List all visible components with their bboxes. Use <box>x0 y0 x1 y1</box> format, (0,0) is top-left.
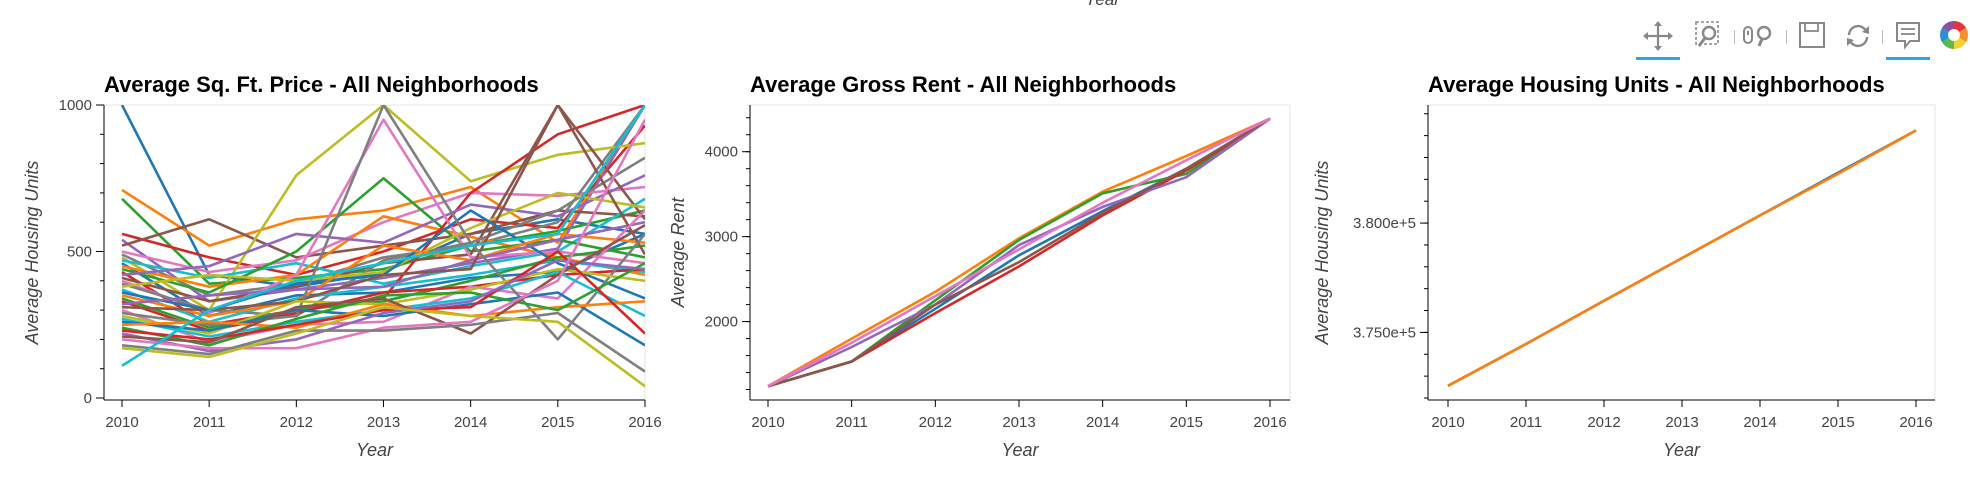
x-tick-label: 2010 <box>105 414 138 431</box>
chart-title: Average Sq. Ft. Price - All Neighborhood… <box>104 72 539 97</box>
y-tick-label: 500 <box>67 244 92 261</box>
series-line <box>121 244 645 330</box>
bokeh-logo-icon <box>1940 21 1968 49</box>
series-line <box>121 191 645 288</box>
series-line <box>767 117 1271 388</box>
y-tick-label: 1000 <box>59 97 92 114</box>
x-tick-label: 2011 <box>193 414 225 431</box>
series-line <box>121 105 645 247</box>
pan-tool-active-indicator <box>1636 57 1680 60</box>
series-line <box>121 258 645 353</box>
x-tick-label: 2011 <box>1510 414 1542 431</box>
series-line <box>121 197 645 286</box>
x-tick-label: 2012 <box>919 414 952 431</box>
x-tick-label: 2013 <box>1665 414 1698 431</box>
y-tick-label: 4000 <box>705 144 738 161</box>
series-line <box>121 311 645 373</box>
save-tool-icon <box>1799 22 1825 48</box>
series-line <box>121 291 645 347</box>
wheel-zoom-tool-icon <box>1743 25 1772 47</box>
x-tick-label: 2014 <box>454 414 487 431</box>
x-tick-label: 2015 <box>1821 414 1854 431</box>
series-line <box>121 119 645 350</box>
series-line <box>121 105 645 367</box>
toolbar-separator <box>1734 30 1735 44</box>
x-tick-label: 2013 <box>1002 414 1035 431</box>
x-tick-label: 2016 <box>1899 414 1932 431</box>
box-zoom-tool-icon <box>1695 21 1719 47</box>
y-axis-label: Average Rent <box>668 197 688 309</box>
x-tick-label: 2013 <box>367 414 400 431</box>
pan-tool-button[interactable] <box>1636 14 1680 60</box>
series-group <box>120 105 645 388</box>
series-line <box>121 262 645 347</box>
y-axis-label: Average Housing Units <box>1312 161 1332 346</box>
x-tick-label: 2010 <box>1431 414 1464 431</box>
chart-title: Average Gross Rent - All Neighborhoods <box>750 72 1176 97</box>
x-tick-label: 2015 <box>1170 414 1203 431</box>
reset-tool-icon <box>1847 24 1869 48</box>
y-tick-label: 3000 <box>705 229 738 246</box>
series-line <box>767 117 1271 388</box>
hover-tool-active-indicator <box>1886 57 1930 60</box>
x-tick-label: 2016 <box>1253 414 1286 431</box>
x-tick-label: 2012 <box>1587 414 1620 431</box>
hover-tool-button[interactable] <box>1886 14 1930 60</box>
toolbar-separator <box>1786 30 1787 44</box>
bokeh-logo[interactable] <box>1932 14 1970 58</box>
series-line <box>121 300 645 330</box>
chart-1: Average Sq. Ft. Price - All Neighborhood… <box>22 72 662 460</box>
y-tick-label: 3.750e+5 <box>1353 324 1416 341</box>
series-line <box>121 185 645 274</box>
pan-tool-icon <box>1643 21 1673 51</box>
series-line <box>121 105 645 341</box>
series-line <box>121 220 645 306</box>
toolbar-separator <box>1882 30 1883 44</box>
x-axis-label: Year <box>1001 440 1039 460</box>
series-line <box>121 124 645 277</box>
series-line <box>121 223 645 344</box>
x-tick-label: 2012 <box>280 414 313 431</box>
hover-tool-icon <box>1896 22 1920 50</box>
y-tick-label: 3.800e+5 <box>1353 215 1416 232</box>
y-tick-label: 0 <box>84 390 92 407</box>
y-axis-label: Average Housing Units <box>22 161 42 346</box>
series-line <box>121 174 645 277</box>
series-group <box>767 117 1271 388</box>
plot-toolbar <box>1636 10 1968 60</box>
x-tick-label: 2015 <box>541 414 574 431</box>
series-group <box>1447 129 1917 387</box>
reset-tool-button[interactable] <box>1836 14 1880 58</box>
x-tick-label: 2014 <box>1086 414 1119 431</box>
wheel-zoom-tool-button[interactable] <box>1738 14 1782 58</box>
y-tick-label: 2000 <box>705 314 738 331</box>
series-line <box>121 305 645 388</box>
x-tick-label: 2014 <box>1743 414 1776 431</box>
series-line <box>767 117 1271 388</box>
series-line <box>1447 129 1917 387</box>
series-line <box>767 117 1271 388</box>
series-line <box>121 250 645 341</box>
x-tick-label: 2011 <box>836 414 868 431</box>
save-tool-button[interactable] <box>1790 14 1834 58</box>
top-axis-label: Year <box>1085 0 1120 10</box>
chart-title: Average Housing Units - All Neighborhood… <box>1428 72 1885 97</box>
x-axis-label: Year <box>1663 440 1701 460</box>
x-axis-label: Year <box>356 440 394 460</box>
chart-2: Average Gross Rent - All Neighborhoods 20… <box>668 72 1291 460</box>
chart-3: Average Housing Units - All Neighborhood… <box>1312 72 1936 460</box>
x-tick-label: 2010 <box>751 414 784 431</box>
series-line <box>121 105 645 312</box>
box-zoom-tool-button[interactable] <box>1686 14 1730 58</box>
series-line <box>121 105 645 312</box>
x-tick-label: 2016 <box>628 414 661 431</box>
